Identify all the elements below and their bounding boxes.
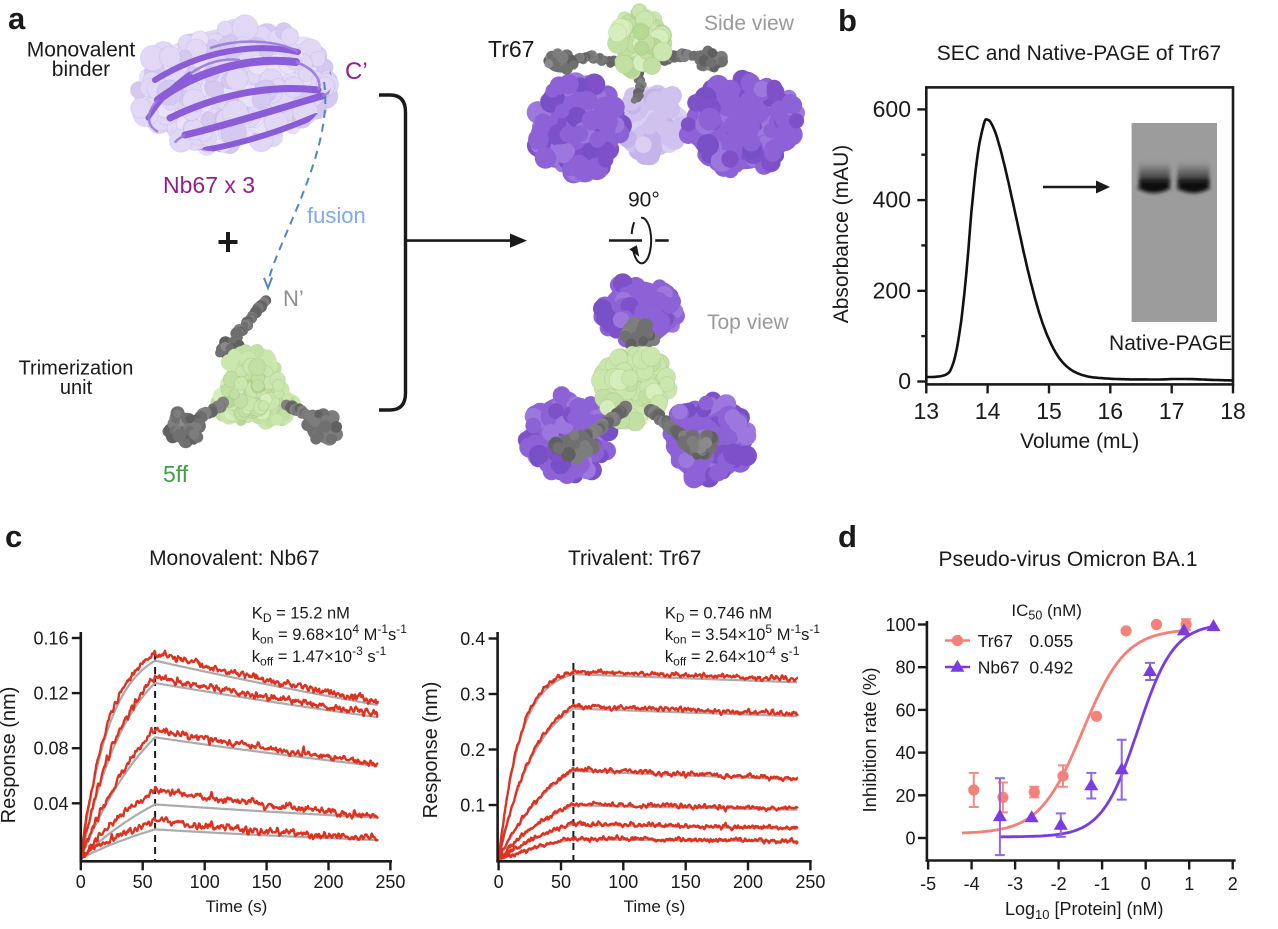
svg-text:90°: 90° bbox=[628, 189, 660, 212]
svg-text:Tr67: Tr67 bbox=[978, 631, 1013, 651]
svg-text:600: 600 bbox=[873, 96, 911, 122]
svg-text:Trimerization: Trimerization bbox=[19, 358, 134, 380]
svg-text:KD = 15.2 nM: KD = 15.2 nM bbox=[252, 604, 350, 625]
svg-text:Monovalent: Nb67: Monovalent: Nb67 bbox=[149, 547, 319, 570]
svg-text:Response (nm): Response (nm) bbox=[0, 687, 20, 824]
svg-text:150: 150 bbox=[252, 872, 282, 892]
svg-text:unit: unit bbox=[60, 377, 93, 399]
svg-text:Top view: Top view bbox=[707, 311, 790, 334]
svg-text:0: 0 bbox=[898, 368, 911, 394]
svg-text:Nb67 x 3: Nb67 x 3 bbox=[163, 172, 255, 198]
svg-text:16: 16 bbox=[1098, 398, 1124, 424]
svg-text:Time (s): Time (s) bbox=[206, 897, 268, 916]
svg-text:13: 13 bbox=[914, 398, 940, 424]
svg-text:0: 0 bbox=[494, 872, 504, 892]
svg-text:0.16: 0.16 bbox=[33, 629, 68, 649]
svg-text:Side view: Side view bbox=[704, 12, 795, 35]
svg-text:koff = 1.47×10-3 s-1: koff = 1.47×10-3 s-1 bbox=[252, 644, 387, 669]
svg-text:1: 1 bbox=[1184, 874, 1194, 894]
svg-text:Tr67: Tr67 bbox=[488, 36, 534, 62]
svg-text:Time (s): Time (s) bbox=[624, 897, 686, 916]
svg-text:-4: -4 bbox=[964, 874, 980, 894]
svg-text:0: 0 bbox=[1141, 874, 1151, 894]
svg-text:SEC and Native-PAGE of Tr67: SEC and Native-PAGE of Tr67 bbox=[937, 42, 1221, 65]
svg-text:2: 2 bbox=[1228, 874, 1238, 894]
svg-text:0.1: 0.1 bbox=[460, 796, 485, 816]
svg-text:100: 100 bbox=[608, 872, 638, 892]
svg-text:50: 50 bbox=[133, 872, 153, 892]
svg-text:-5: -5 bbox=[920, 874, 936, 894]
svg-text:0.12: 0.12 bbox=[33, 684, 68, 704]
svg-text:40: 40 bbox=[895, 743, 915, 763]
svg-text:koff = 2.64×10-4 s-1: koff = 2.64×10-4 s-1 bbox=[665, 644, 800, 669]
svg-text:-3: -3 bbox=[1007, 874, 1023, 894]
svg-text:a: a bbox=[8, 1, 26, 36]
svg-text:c: c bbox=[5, 519, 22, 554]
svg-text:15: 15 bbox=[1036, 398, 1062, 424]
svg-text:0.08: 0.08 bbox=[33, 739, 68, 759]
svg-text:KD = 0.746 nM: KD = 0.746 nM bbox=[665, 604, 772, 625]
svg-text:Log10 [Protein] (nM): Log10 [Protein] (nM) bbox=[1005, 899, 1164, 922]
svg-text:Nb67: Nb67 bbox=[978, 657, 1020, 677]
svg-text:binder: binder bbox=[52, 58, 110, 81]
svg-text:150: 150 bbox=[671, 872, 701, 892]
svg-text:N’: N’ bbox=[283, 286, 304, 311]
svg-text:17: 17 bbox=[1159, 398, 1185, 424]
svg-text:-2: -2 bbox=[1051, 874, 1067, 894]
svg-text:5ff: 5ff bbox=[163, 461, 189, 487]
svg-text:400: 400 bbox=[873, 187, 911, 213]
svg-text:Pseudo-virus Omicron BA.1: Pseudo-virus Omicron BA.1 bbox=[938, 548, 1197, 571]
svg-text:200: 200 bbox=[873, 277, 911, 303]
svg-text:0.04: 0.04 bbox=[33, 794, 68, 814]
svg-text:20: 20 bbox=[895, 786, 915, 806]
svg-text:60: 60 bbox=[895, 700, 915, 720]
svg-text:250: 250 bbox=[375, 872, 405, 892]
svg-text:IC50 (nM): IC50 (nM) bbox=[1011, 601, 1082, 623]
svg-text:Inhibition rate (%): Inhibition rate (%) bbox=[859, 668, 880, 813]
svg-text:Trivalent: Tr67: Trivalent: Tr67 bbox=[568, 547, 701, 570]
svg-text:0.055: 0.055 bbox=[1029, 631, 1073, 651]
svg-text:200: 200 bbox=[733, 872, 763, 892]
svg-text:0: 0 bbox=[76, 872, 86, 892]
svg-text:0.492: 0.492 bbox=[1029, 657, 1073, 677]
svg-text:100: 100 bbox=[885, 615, 915, 635]
svg-text:0.2: 0.2 bbox=[460, 740, 485, 760]
svg-text:80: 80 bbox=[895, 658, 915, 678]
svg-text:250: 250 bbox=[795, 872, 825, 892]
svg-text:200: 200 bbox=[313, 872, 343, 892]
svg-text:Native-PAGE: Native-PAGE bbox=[1109, 332, 1232, 355]
svg-text:14: 14 bbox=[975, 398, 1001, 424]
svg-text:0.3: 0.3 bbox=[460, 685, 485, 705]
svg-text:Absorbance (mAU): Absorbance (mAU) bbox=[830, 145, 853, 324]
svg-text:d: d bbox=[838, 519, 857, 554]
svg-text:100: 100 bbox=[190, 872, 220, 892]
svg-text:Monovalent: Monovalent bbox=[27, 39, 136, 62]
svg-text:-1: -1 bbox=[1094, 874, 1110, 894]
svg-text:0: 0 bbox=[905, 829, 915, 849]
svg-text:fusion: fusion bbox=[307, 203, 366, 228]
svg-text:50: 50 bbox=[551, 872, 571, 892]
svg-text:18: 18 bbox=[1220, 398, 1246, 424]
svg-text:Volume (mL): Volume (mL) bbox=[1020, 430, 1139, 453]
svg-text:Response (nm): Response (nm) bbox=[420, 682, 442, 819]
svg-text:0.4: 0.4 bbox=[460, 629, 485, 649]
svg-text:b: b bbox=[838, 3, 857, 38]
svg-text:C’: C’ bbox=[345, 58, 368, 85]
